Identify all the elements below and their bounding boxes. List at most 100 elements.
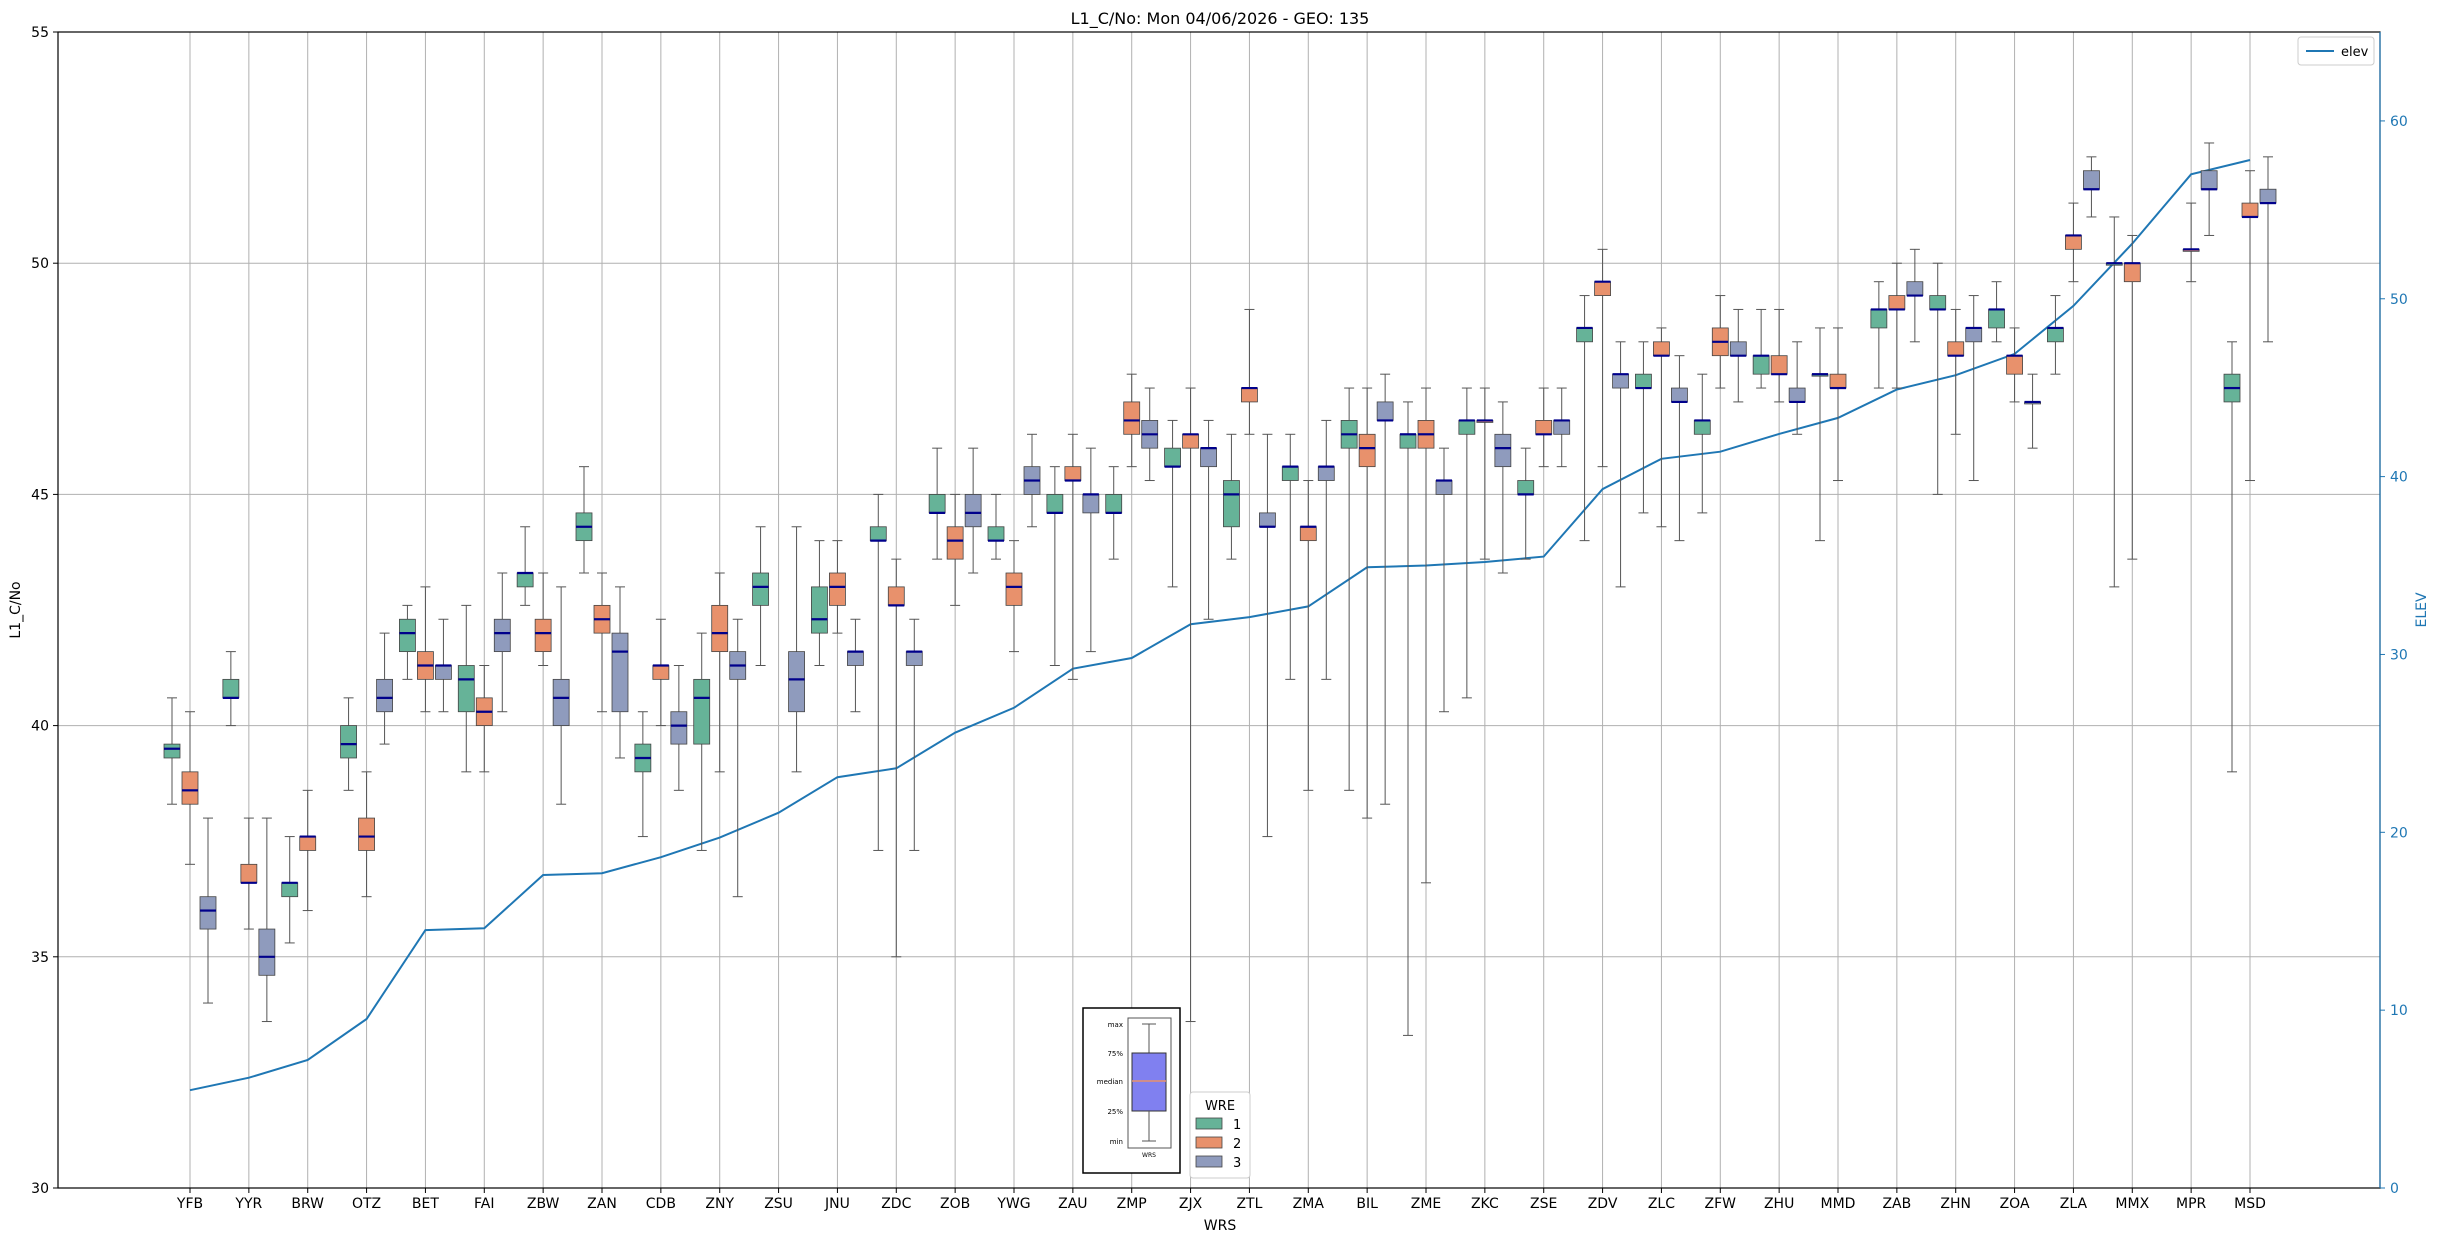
box-ZLA-wre3 [2083, 156, 2100, 218]
box-ZBW-wre3 [552, 586, 570, 805]
y-tick-label: 50 [31, 256, 49, 272]
box-JNU-wre1 [811, 540, 828, 666]
x-tick-label: ZSU [764, 1196, 793, 1212]
x-tick-label: ZJX [1179, 1196, 1203, 1212]
box-iqr [358, 817, 375, 851]
box-BIL-wre2 [1358, 387, 1376, 819]
box-iqr [1671, 387, 1688, 403]
box-ZSU-wre3 [788, 526, 805, 773]
box-iqr [1612, 373, 1629, 389]
wre-legend-title: WRE [1205, 1099, 1235, 1114]
box-iqr [181, 771, 199, 805]
elev-legend: elev [2297, 36, 2375, 66]
box-ZHN-wre1 [1929, 262, 1947, 495]
box-BIL-wre3 [1376, 373, 1394, 805]
box-iqr [1594, 281, 1611, 296]
x-tick-label: ZMA [1293, 1196, 1325, 1212]
box-ZFW-wre1 [1693, 373, 1711, 514]
x-tick-label: ZDV [1588, 1196, 1618, 1212]
box-ZME-wre3 [1435, 447, 1453, 713]
elev-legend-frame [2297, 36, 2375, 66]
box-FAI-wre3 [493, 572, 511, 713]
box-BIL-wre1 [1340, 387, 1358, 791]
box-ZDV-wre2 [1594, 248, 1611, 468]
box-iqr [2241, 202, 2259, 218]
box-ZNY-wre1 [693, 632, 711, 851]
box-ZHN-wre2 [1947, 308, 1965, 435]
box-ZKC-wre1 [1458, 387, 1476, 699]
y2-tick-label: 0 [2390, 1181, 2399, 1197]
box-iqr [1906, 281, 1924, 296]
box-ZMA-wre1 [1281, 433, 1299, 680]
box-iqr [376, 678, 393, 713]
box-iqr [1788, 387, 1806, 403]
box-iqr [2047, 327, 2064, 343]
box-ZMP-wre3 [1141, 387, 1159, 482]
box-iqr [869, 526, 887, 542]
box-ZTL-wre2 [1241, 308, 1258, 435]
box-FAI-wre2 [475, 664, 493, 773]
key-label-max: max [1108, 1021, 1123, 1029]
box-ZAB-wre2 [1888, 262, 1906, 389]
box-BRW-wre1 [281, 836, 299, 944]
box-iqr [1888, 295, 1906, 310]
x-tick-label: ZLC [1648, 1196, 1675, 1212]
box-ZOB-wre1 [928, 447, 946, 560]
key-label-q3: 75% [1107, 1050, 1123, 1058]
box-iqr [1929, 295, 1947, 310]
box-iqr [258, 928, 276, 976]
box-ZTL-wre1 [1223, 433, 1240, 560]
box-iqr [299, 836, 317, 851]
box-ZME-wre1 [1399, 401, 1417, 1036]
box-OTZ-wre1 [340, 697, 357, 791]
box-ZAN-wre2 [593, 572, 611, 713]
box-iqr [2083, 170, 2100, 190]
box-iqr [457, 665, 475, 713]
box-iqr [281, 882, 299, 898]
y-tick-label: 45 [31, 487, 49, 503]
y2-tick-label: 20 [2390, 825, 2408, 841]
box-ZOB-wre2 [946, 493, 964, 606]
box-iqr [1947, 341, 1965, 357]
x-tick-label: ZNY [705, 1196, 734, 1212]
x-tick-label: MPR [2176, 1196, 2207, 1212]
box-iqr [340, 725, 357, 759]
box-iqr [1770, 355, 1788, 375]
box-BRW-wre2 [299, 789, 317, 912]
box-FAI-wre1 [457, 604, 475, 773]
box-ZLC-wre1 [1635, 341, 1652, 514]
box-iqr [2200, 170, 2218, 190]
box-ZDV-wre1 [1576, 295, 1593, 542]
box-iqr [847, 651, 864, 666]
x-tick-label: ZAN [587, 1196, 617, 1212]
box-iqr [1064, 466, 1082, 481]
box-BET-wre3 [435, 618, 452, 713]
box-ZAU-wre2 [1064, 433, 1082, 680]
box-iqr [964, 493, 982, 528]
box-iqr [1105, 493, 1123, 514]
box-YYR-wre2 [240, 817, 258, 930]
box-iqr [752, 572, 769, 606]
x-tick-label: ZME [1411, 1196, 1442, 1212]
key-box [1131, 1052, 1167, 1112]
box-iqr [1965, 327, 1983, 343]
x-tick-label: ZTL [1236, 1196, 1262, 1212]
box-CDB-wre3 [670, 664, 688, 791]
box-YFB-wre1 [163, 697, 181, 805]
box-iqr [163, 743, 181, 759]
box-iqr [1517, 480, 1535, 495]
box-iqr [1241, 387, 1258, 403]
box-iqr [1458, 420, 1476, 435]
box-iqr [2006, 355, 2023, 375]
elev-series-line [189, 159, 2251, 1092]
box-ZLC-wre2 [1653, 327, 1670, 528]
box-iqr [1082, 493, 1100, 514]
x-tick-label: MMX [2115, 1196, 2149, 1212]
box-iqr [1553, 420, 1571, 435]
x-tick-label: BRW [291, 1196, 324, 1212]
box-iqr [1576, 327, 1593, 343]
box-YYR-wre3 [258, 817, 276, 1023]
box-iqr [240, 863, 258, 884]
x-tick-label: FAI [474, 1196, 494, 1212]
